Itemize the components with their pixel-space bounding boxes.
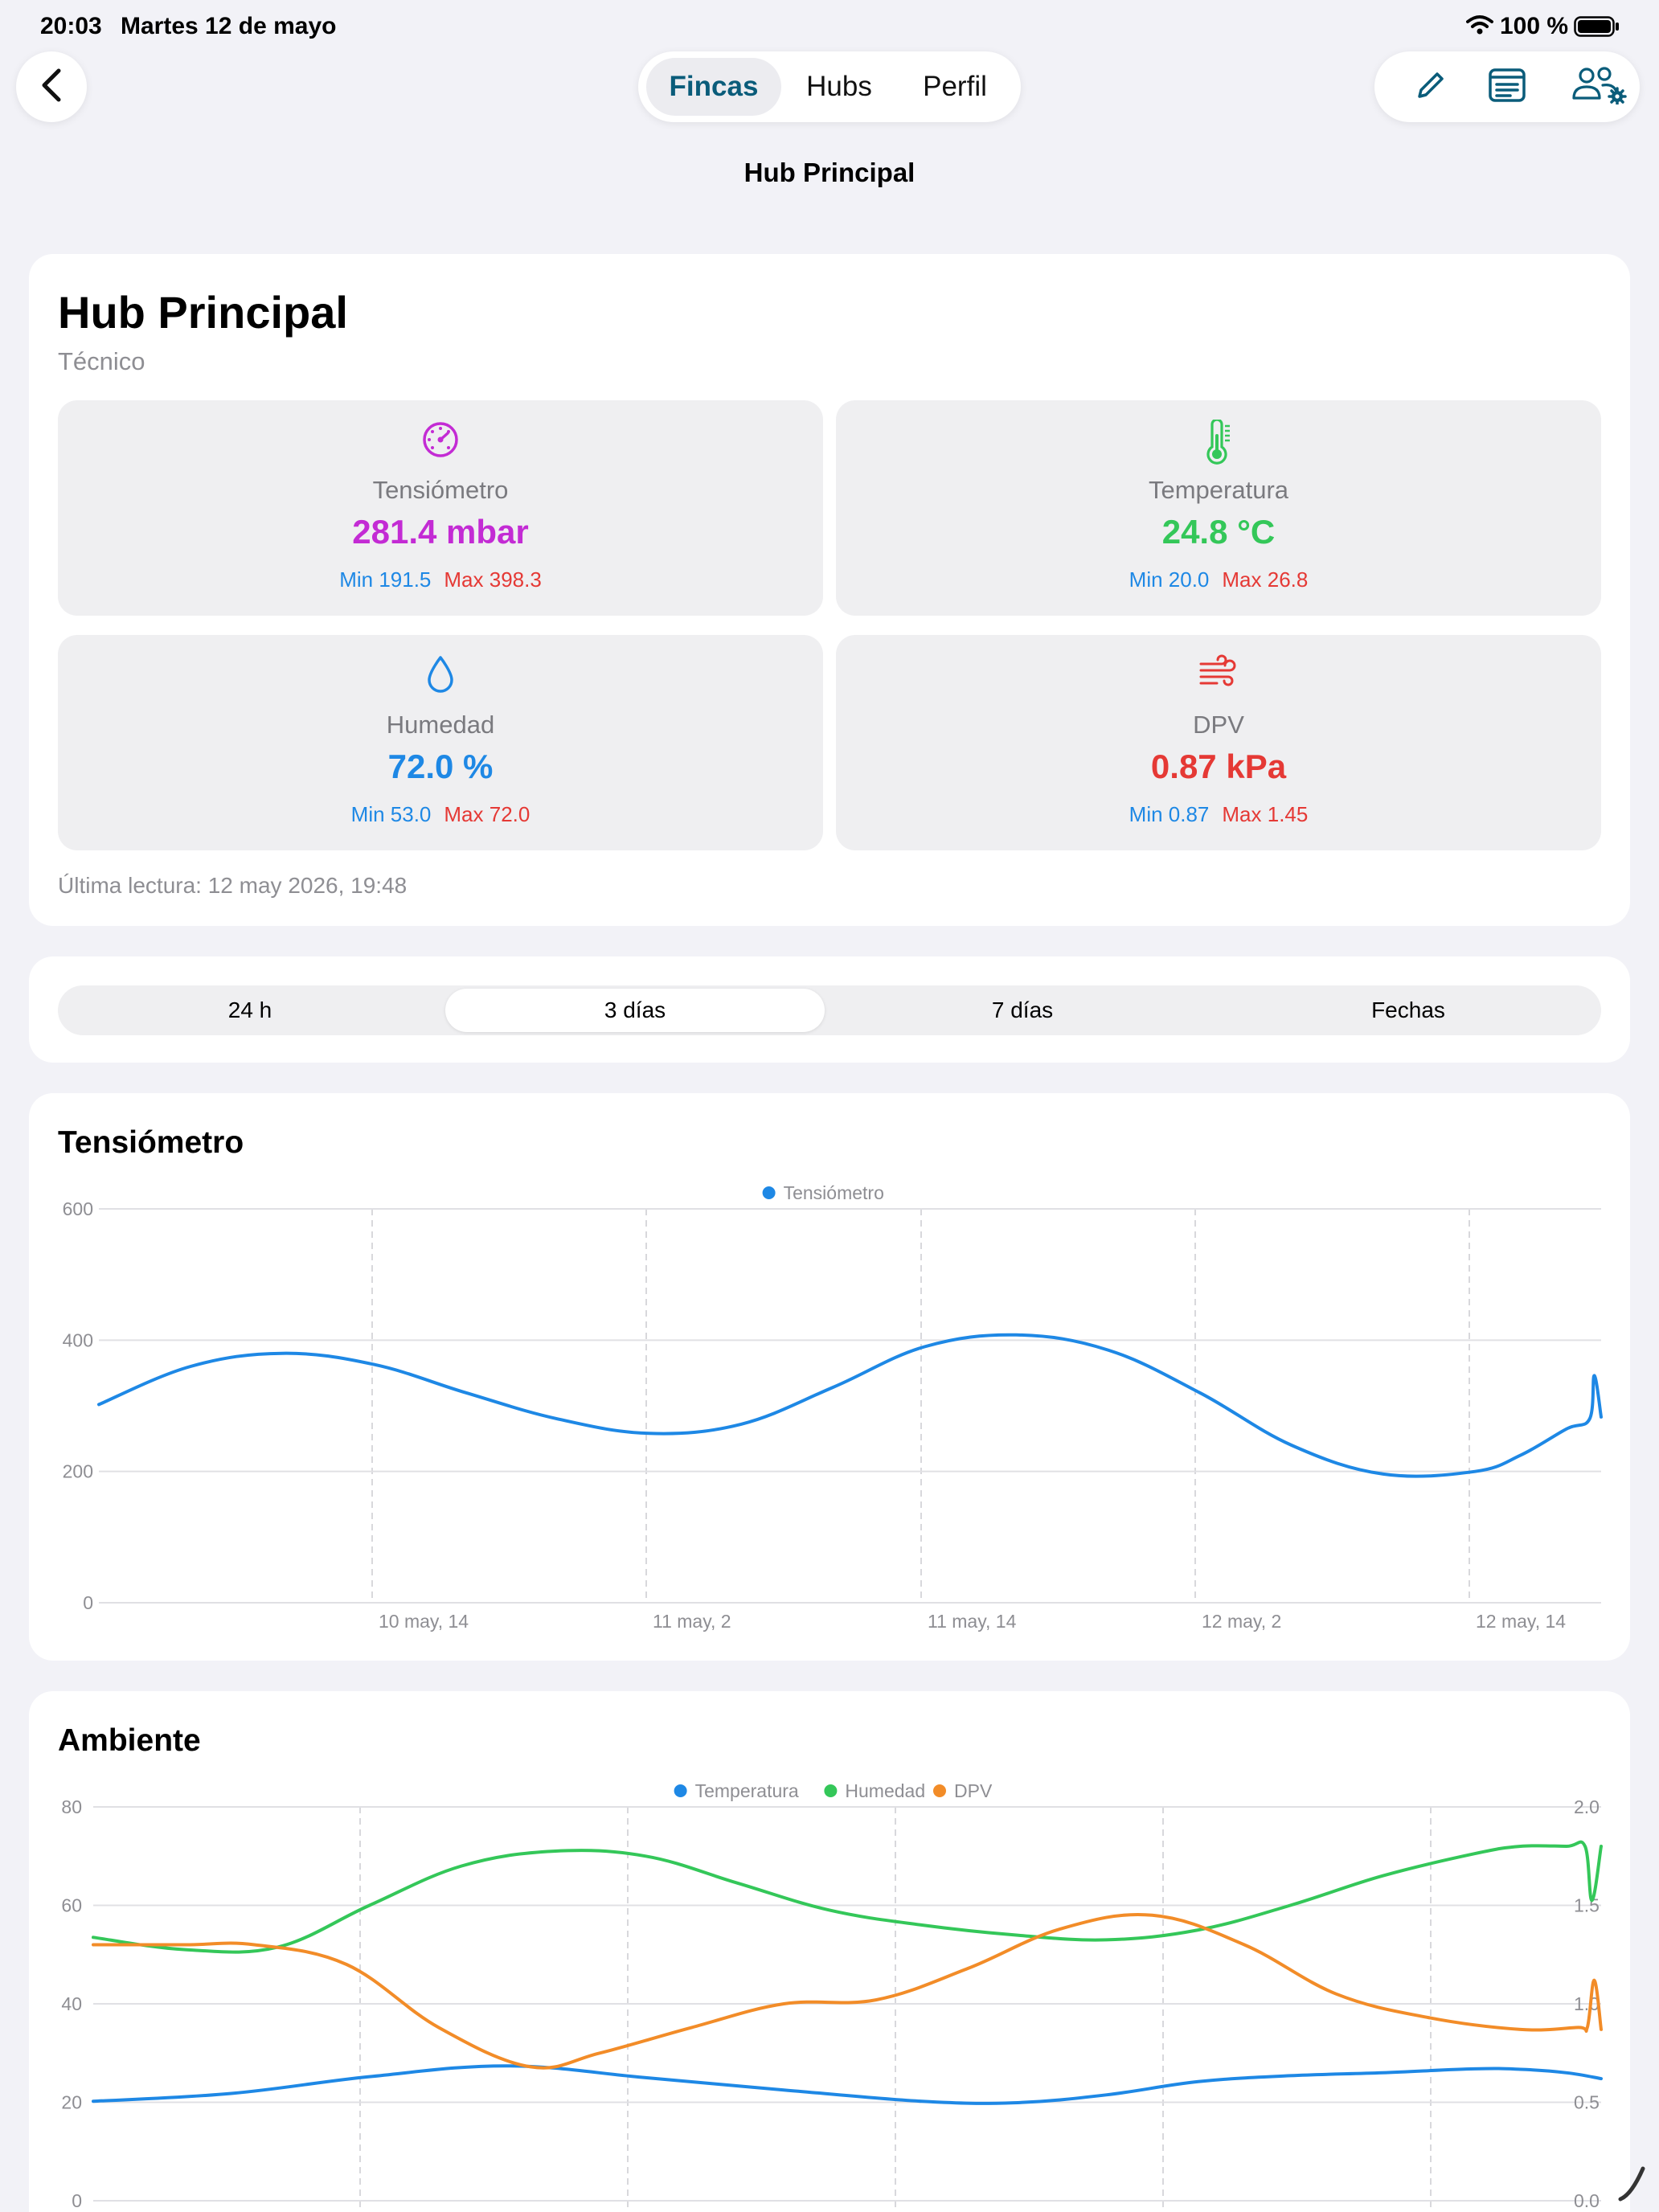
y2-tick-label: 2.0 [1574,1796,1600,1817]
ambiente-chart: 0 20 40 60 80 0.0 0.5 1.0 1.5 2.0 Temperatura Humed… [61,1780,1603,2212]
tile-min: Min 53.0 [350,802,432,826]
edit-button[interactable] [1405,61,1456,113]
series-line-dpv [92,1913,1603,2070]
legend-dot [824,1784,838,1797]
battery-percent: 100 % [1500,13,1569,39]
tile-min: Min 0.87 [1129,802,1210,826]
gauge-icon [58,420,823,461]
status-date: Martes 12 de mayo [121,13,337,39]
tile-humedad[interactable]: Humedad 72.0 % Min 53.0 Max 72.0 [58,635,823,850]
legend-label: Humedad [845,1780,925,1801]
series-line-temperatura [92,2064,1603,2105]
wind-icon [836,654,1601,696]
battery-icon [1574,16,1620,43]
range-selector: 24 h 3 días 7 días Fechas [58,985,1601,1035]
y2-tick-label: 1.0 [1574,1993,1600,2014]
hub-role: Técnico [58,347,145,375]
hub-summary-card: Hub Principal Técnico Tensiómetro 281.4 … [29,254,1630,926]
y2-tick-label: 0.0 [1574,2190,1600,2211]
y-tick-label: 0 [83,1592,93,1613]
toolbar [1374,51,1640,122]
y-tick-label: 20 [61,2092,82,2113]
tab-perfil[interactable]: Perfil [923,71,987,102]
range-option-7dias[interactable]: 7 días [991,997,1054,1022]
tile-range: Min 0.87 Max 1.45 [836,802,1601,827]
y2-tick-label: 1.5 [1574,1895,1600,1916]
tab-hubs[interactable]: Hubs [806,71,872,102]
tile-name: Humedad [386,711,495,739]
x-tick-label: 11 may, 2 [653,1611,731,1632]
back-button[interactable] [16,51,87,122]
range-option-fechas[interactable]: Fechas [1371,997,1445,1022]
nav-title: Hub Principal [743,158,916,187]
tile-min: Min 20.0 [1129,567,1210,592]
y-tick-label: 600 [63,1198,93,1219]
x-tick-label: 12 may, 2 [1202,1611,1281,1632]
y2-tick-label: 0.5 [1574,2092,1600,2113]
tensiometro-chart: 0 200 400 600 10 may, 14 11 may, 2 11 may, 14 1… [63,1182,1603,1632]
notes-button[interactable] [1481,61,1533,113]
legend-dot [674,1784,687,1797]
y-tick-label: 400 [63,1329,93,1350]
y-tick-label: 80 [61,1796,82,1817]
users-settings-button[interactable] [1567,61,1632,113]
tile-name: Temperatura [1148,476,1289,504]
y-tick-label: 0 [72,2190,82,2211]
tab-fincas[interactable]: Fincas [646,58,781,116]
chart-title: Tensiómetro [58,1125,244,1160]
series-line-tensiometro [97,1333,1603,1478]
hub-title: Hub Principal [58,287,348,338]
chart-title: Ambiente [58,1723,201,1758]
users-gear-icon [1571,66,1628,109]
x-tick-label: 12 may, 14 [1476,1611,1566,1632]
tile-max: Max 26.8 [1222,567,1309,592]
legend-dot [933,1784,946,1797]
range-option-24h[interactable]: 24 h [227,997,272,1022]
drop-icon [58,654,823,696]
tile-value: 72.0 % [387,748,494,785]
legend-label: Temperatura [695,1780,799,1801]
y-tick-label: 40 [61,1993,82,2014]
tile-tensiometro[interactable]: Tensiómetro 281.4 mbar Min 191.5 Max 398.… [58,400,823,616]
status-bar: 20:03 Martes 12 de mayo 100 % [0,0,1659,51]
main-tab-bar: Fincas Hubs Perfil [638,51,1021,122]
range-option-3dias[interactable]: 3 días [445,989,825,1032]
thermometer-icon [836,420,1601,465]
tile-value: 281.4 mbar [352,513,529,551]
tile-range: Min 53.0 Max 72.0 [58,802,823,827]
last-reading: Última lectura: 12 may 2026, 19:48 [58,873,408,898]
list-icon [1488,68,1526,107]
legend-dot [762,1186,776,1199]
wifi-icon [1466,14,1493,42]
tile-range: Min 20.0 Max 26.8 [836,567,1601,592]
range-card: 24 h 3 días 7 días Fechas [29,956,1630,1063]
x-tick-label: 10 may, 14 [379,1611,469,1632]
tile-name: DPV [1193,711,1244,739]
tile-name: Tensiómetro [372,476,509,504]
y-tick-label: 200 [63,1461,93,1482]
tile-range: Min 191.5 Max 398.3 [58,567,823,592]
tile-min: Min 191.5 [339,567,432,592]
tile-max: Max 398.3 [444,567,542,592]
tile-max: Max 1.45 [1222,802,1309,826]
chevron-left-icon [39,68,63,107]
y-tick-label: 60 [61,1895,82,1916]
x-tick-label: 11 may, 14 [928,1611,1017,1632]
status-time: 20:03 [40,13,102,39]
legend-label: Tensiómetro [784,1182,884,1203]
tile-value: 0.87 kPa [1150,748,1287,785]
tensiometro-chart-card: Tensiómetro 0 200 400 600 10 may, 14 11 may, … [29,1093,1630,1661]
tile-temperatura[interactable]: Temperatura 24.8 °C Min 20.0 Max 26.8 [836,400,1601,616]
tile-max: Max 72.0 [444,802,530,826]
tile-dpv[interactable]: DPV 0.87 kPa Min 0.87 Max 1.45 [836,635,1601,850]
legend-label: DPV [954,1780,993,1801]
series-line-humedad [92,1840,1603,1954]
pencil-icon [1413,68,1448,107]
scroll-indicator [1616,2162,1651,2208]
tile-value: 24.8 °C [1161,513,1276,551]
ambiente-chart-card: Ambiente 0 20 40 60 80 0.0 0.5 1.0 1.5 2.0 Tempera… [29,1691,1630,2212]
